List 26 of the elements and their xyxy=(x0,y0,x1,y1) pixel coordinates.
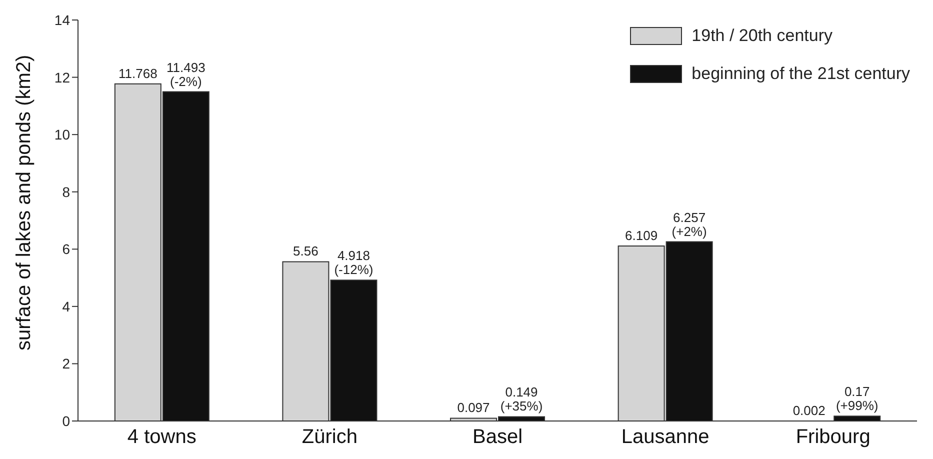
data-label: 5.56 xyxy=(293,244,318,259)
y-axis-title: surface of lakes and ponds (km2) xyxy=(13,54,36,350)
data-label: 0.149 (+35%) xyxy=(500,384,543,414)
x-tick-label: 4 towns xyxy=(127,426,196,448)
y-tick-label: 12 xyxy=(54,69,70,86)
data-label: 6.109 xyxy=(625,228,658,244)
data-label: 0.17 (+99%) xyxy=(836,384,878,414)
data-label: 4.918 (-12%) xyxy=(334,248,374,278)
data-label: 11.493 (-2%) xyxy=(166,60,206,89)
y-tick-label: 4 xyxy=(62,298,70,314)
data-label: 11.768 xyxy=(118,66,158,81)
y-tick-label: 0 xyxy=(62,412,70,429)
x-tick-label: Basel xyxy=(472,426,523,448)
x-tick-label: Zürich xyxy=(302,426,358,448)
y-tick-label: 6 xyxy=(62,241,70,258)
y-tick-label: 14 xyxy=(54,12,70,28)
data-label: 6.257 (+2%) xyxy=(672,210,707,239)
y-tick-label: 2 xyxy=(62,356,70,372)
legend-label: 19th / 20th century xyxy=(690,26,834,46)
y-tick-label: 10 xyxy=(54,126,70,143)
x-tick-label: Fribourg xyxy=(796,426,870,448)
legend-label: beginning of the 21st century xyxy=(690,64,910,84)
x-tick-label: Lausanne xyxy=(621,426,710,448)
data-label: 0.002 xyxy=(792,402,826,418)
data-label: 0.097 xyxy=(457,400,490,416)
y-tick-label: 8 xyxy=(62,184,70,200)
